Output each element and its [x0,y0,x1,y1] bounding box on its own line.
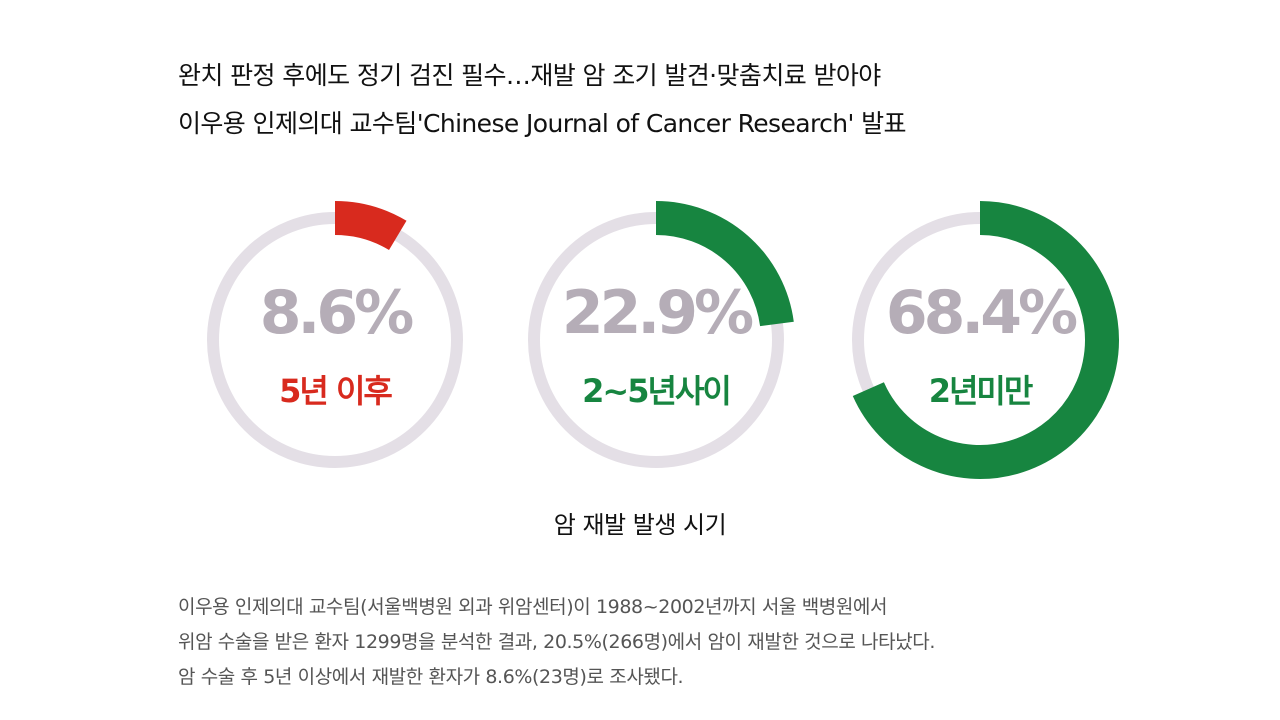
donut-value-arc [655,201,794,327]
donut-chart-0: 8.6% 5년 이후 [195,200,475,480]
article-body: 이우용 인제의대 교수팀(서울백병원 외과 위암센터)이 1988~2002년까… [178,590,1178,695]
body-line-3: 암 수술 후 5년 이상에서 재발한 환자가 8.6%(23명)로 조사됐다. [178,666,684,688]
donut-value-label: 68.4% [885,278,1078,348]
donut-value-label: 8.6% [259,278,414,348]
headline: 완치 판정 후에도 정기 검진 필수…재발 암 조기 발견·맞춤치료 받아야 이… [178,52,1178,148]
donut-value-arc [852,201,1119,479]
donut-chart-1: 22.9% 2~5년사이 [516,200,796,480]
headline-title: 완치 판정 후에도 정기 검진 필수…재발 암 조기 발견·맞춤치료 받아야 [178,61,881,90]
donut-svg-1 [528,201,794,468]
donut-category-label: 2~5년사이 [582,372,732,410]
donut-value-arc [334,201,407,251]
body-line-2: 위암 수술을 받은 환자 1299명을 분석한 결과, 20.5%(266명)에… [178,631,935,653]
headline-subtitle: 이우용 인제의대 교수팀'Chinese Journal of Cancer R… [178,109,907,138]
donut-chart-2: 68.4% 2년미만 [840,200,1120,480]
chart-title: 암 재발 발생 시기 [553,511,727,539]
donut-svg-2 [852,201,1119,479]
donut-svg-0 [207,201,463,468]
donut-value-label: 22.9% [561,278,754,348]
body-line-1: 이우용 인제의대 교수팀(서울백병원 외과 위암센터)이 1988~2002년까… [178,596,888,618]
donut-category-label: 5년 이후 [279,372,393,410]
donut-category-label: 2년미만 [928,372,1034,410]
